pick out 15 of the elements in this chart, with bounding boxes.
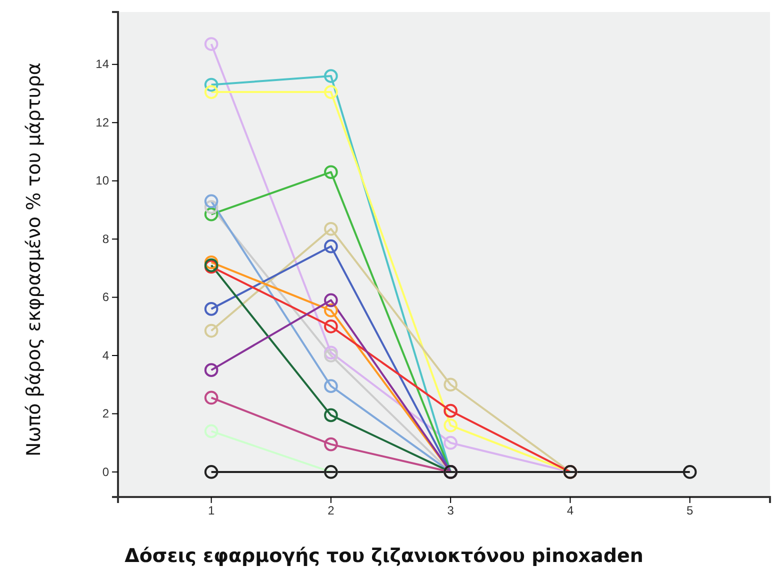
y-axis-title: Νωπό βάρος εκφρασμένο % του μάρτυρα xyxy=(23,62,45,456)
x-tick-label: 3 xyxy=(447,504,454,518)
y-tick-label: 8 xyxy=(102,232,110,246)
x-axis-title: Δόσεις εφαρμογής του ζιζανιοκτόνου pinoxaden xyxy=(124,545,644,567)
x-tick-label: 5 xyxy=(686,504,694,518)
x-tick-label: 4 xyxy=(566,504,574,518)
y-tick-label: 6 xyxy=(102,290,110,304)
x-tick-label: 2 xyxy=(328,504,335,518)
y-tick-label: 4 xyxy=(102,348,110,362)
y-tick-label: 10 xyxy=(96,174,110,188)
y-tick-label: 0 xyxy=(102,464,110,479)
x-tick-label: 1 xyxy=(208,504,215,518)
y-tick-label: 14 xyxy=(96,57,110,72)
y-tick-label: 2 xyxy=(102,406,110,421)
y-tick-label: 12 xyxy=(96,115,110,130)
